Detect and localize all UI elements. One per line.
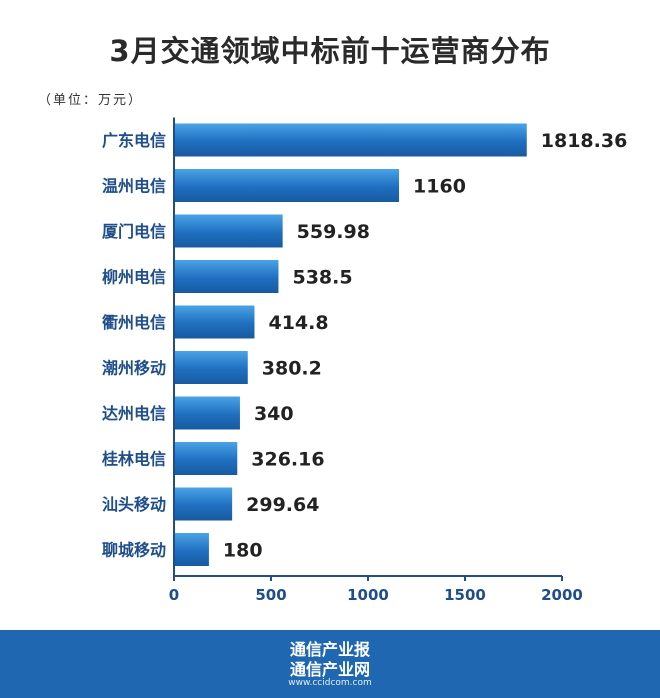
brand-name-1: 通信产业报	[289, 640, 370, 659]
category-label: 广东电信	[102, 131, 166, 150]
value-label: 538.5	[292, 267, 352, 289]
category-label: 衢州电信	[102, 313, 166, 332]
footer-banner: 通信产业报 通信产业网 www.ccidcom.com	[0, 630, 660, 698]
category-label: 桂林电信	[101, 450, 166, 469]
bar-2	[174, 169, 400, 202]
value-label: 299.64	[246, 494, 319, 516]
bar-chart: 广东电信 1818.36 温州电信 1160 厦门电信 559.98 柳州电信 538.5 衢州…	[101, 117, 628, 604]
value-label: 1818.36	[541, 130, 628, 152]
x-tick-label: 1500	[444, 586, 486, 604]
bar-6	[174, 351, 248, 384]
chart-title: 3月交通领域中标前十运营商分布	[109, 34, 551, 68]
category-label: 温州电信	[101, 177, 166, 196]
x-tick-label: 500	[255, 586, 286, 604]
x-tick-label: 0	[169, 586, 179, 604]
value-label: 1160	[413, 176, 466, 198]
bar-5	[174, 305, 255, 339]
bar-3	[174, 214, 283, 248]
category-label: 聊城移动	[102, 541, 166, 560]
value-label: 380.2	[262, 358, 322, 380]
bar-8	[174, 442, 238, 475]
bar-9	[174, 487, 233, 521]
brand-url: www.ccidcom.com	[288, 678, 372, 688]
brand-name-2: 通信产业网	[289, 660, 370, 679]
value-label: 340	[254, 403, 294, 425]
x-tick-label: 2000	[541, 586, 583, 604]
value-label: 414.8	[268, 312, 328, 334]
bar-10	[174, 533, 209, 566]
value-label: 326.16	[251, 449, 324, 471]
bar-4	[174, 260, 279, 293]
value-label: 180	[223, 540, 263, 562]
category-label: 达州电信	[102, 404, 166, 423]
category-label: 厦门电信	[102, 222, 166, 241]
x-tick-label: 1000	[347, 586, 389, 604]
bar-7	[174, 396, 240, 430]
unit-note: （单位：万元）	[38, 93, 144, 108]
category-label: 潮州移动	[102, 359, 166, 378]
value-label: 559.98	[297, 221, 370, 243]
bar-1	[174, 123, 527, 157]
category-label: 柳州电信	[102, 268, 166, 287]
category-label: 汕头移动	[102, 495, 166, 514]
